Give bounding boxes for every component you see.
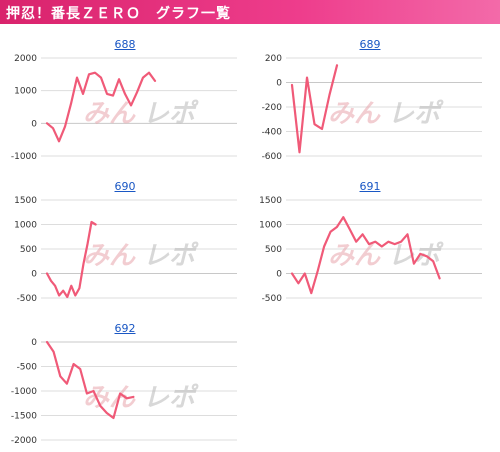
series-line: [290, 64, 339, 154]
page-header: 押忍！番長ＺＥＲＯ グラフ一覧: [0, 0, 500, 24]
y-tick-label: 1000: [259, 221, 282, 231]
y-tick-label: -600: [262, 152, 283, 162]
watermark-logo: みん: [83, 99, 136, 129]
chart-690: 690 -500 0 500 1000 1500 みん レポ: [5, 180, 245, 310]
y-tick-label: 0: [276, 270, 282, 280]
y-tick-label: -500: [17, 363, 38, 373]
y-tick-label: 0: [31, 270, 37, 280]
chart-title-link[interactable]: 691: [359, 180, 381, 193]
watermark-logo: みん: [328, 241, 381, 271]
line-chart: -600 -400 -200 0 200 みん レポ: [262, 54, 482, 162]
chart-title-link[interactable]: 692: [114, 322, 136, 335]
page-title: 押忍！番長ＺＥＲＯ グラフ一覧: [6, 6, 231, 22]
y-tick-label: 2000: [14, 54, 37, 64]
y-tick-label: 1500: [259, 196, 282, 206]
y-tick-label: -1500: [11, 412, 37, 422]
y-tick-label: 1500: [14, 196, 37, 206]
y-tick-label: -1000: [11, 387, 37, 397]
chart-691: 691 -500 0 500 1000 1500 みん レポ: [250, 180, 490, 310]
line-chart: -500 0 500 1000 1500 みん レポ: [14, 196, 237, 304]
y-tick-label: 0: [31, 119, 37, 129]
y-tick-label: -400: [262, 128, 283, 138]
y-tick-label: -1000: [11, 152, 37, 162]
watermark-logo: みん: [83, 241, 136, 271]
y-tick-label: 1000: [14, 87, 37, 97]
y-tick-label: 200: [265, 54, 282, 64]
y-tick-label: -500: [262, 294, 283, 304]
watermark-logo: レポ: [143, 383, 199, 413]
y-tick-label: 500: [20, 245, 37, 255]
y-tick-label: 0: [276, 79, 282, 89]
watermark-logo: レポ: [143, 241, 199, 271]
watermark-logo: レポ: [388, 99, 444, 129]
y-tick-label: -2000: [11, 436, 37, 446]
chart-title-link[interactable]: 689: [359, 38, 381, 51]
chart-title-link[interactable]: 688: [114, 38, 136, 51]
watermark-logo: みん: [328, 99, 381, 129]
chart-title-link[interactable]: 690: [114, 180, 136, 193]
series-line: [45, 340, 135, 420]
chart-689: 689 -600 -400 -200 0 200 みん レポ: [250, 38, 490, 168]
chart-692: 692 -2000 -1500 -1000 -500 0 みん レポ: [5, 322, 245, 452]
y-tick-label: -200: [262, 103, 283, 113]
watermark-logo: レポ: [143, 99, 199, 129]
series-line: [290, 216, 441, 295]
chart-688: 688 -1000 0 1000 2000 みん レポ: [5, 38, 245, 168]
y-tick-label: 1000: [14, 221, 37, 231]
y-tick-label: -500: [17, 294, 38, 304]
y-tick-label: 500: [265, 245, 282, 255]
y-tick-label: 0: [31, 338, 37, 348]
line-chart: -1000 0 1000 2000 みん レポ: [11, 54, 237, 162]
